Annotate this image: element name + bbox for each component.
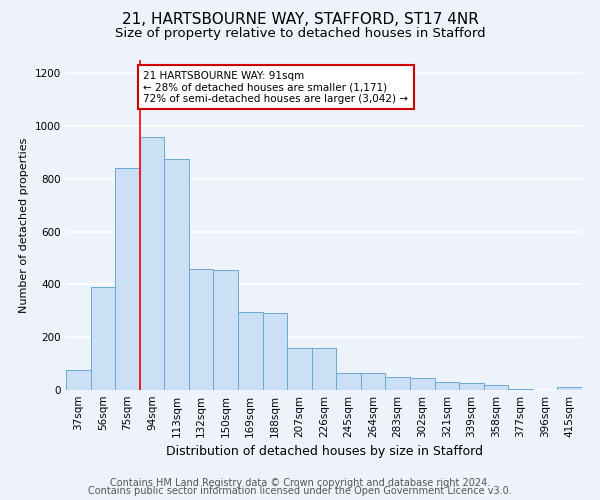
Bar	[164, 159, 189, 390]
Bar	[484, 384, 508, 390]
Text: Size of property relative to detached houses in Stafford: Size of property relative to detached ho…	[115, 28, 485, 40]
Bar	[557, 388, 582, 390]
Bar	[91, 287, 115, 390]
Bar	[459, 384, 484, 390]
Bar	[189, 268, 214, 390]
Bar	[287, 348, 312, 390]
Bar	[361, 373, 385, 390]
Bar	[336, 373, 361, 390]
Bar	[140, 136, 164, 390]
Text: Contains public sector information licensed under the Open Government Licence v3: Contains public sector information licen…	[88, 486, 512, 496]
Bar	[385, 377, 410, 390]
Bar	[508, 388, 533, 390]
X-axis label: Distribution of detached houses by size in Stafford: Distribution of detached houses by size …	[166, 446, 482, 458]
Text: 21 HARTSBOURNE WAY: 91sqm
← 28% of detached houses are smaller (1,171)
72% of se: 21 HARTSBOURNE WAY: 91sqm ← 28% of detac…	[143, 70, 409, 104]
Bar	[115, 168, 140, 390]
Text: 21, HARTSBOURNE WAY, STAFFORD, ST17 4NR: 21, HARTSBOURNE WAY, STAFFORD, ST17 4NR	[122, 12, 478, 28]
Bar	[263, 314, 287, 390]
Bar	[214, 270, 238, 390]
Bar	[410, 378, 434, 390]
Bar	[238, 312, 263, 390]
Bar	[434, 382, 459, 390]
Bar	[66, 370, 91, 390]
Bar	[312, 348, 336, 390]
Text: Contains HM Land Registry data © Crown copyright and database right 2024.: Contains HM Land Registry data © Crown c…	[110, 478, 490, 488]
Y-axis label: Number of detached properties: Number of detached properties	[19, 138, 29, 312]
